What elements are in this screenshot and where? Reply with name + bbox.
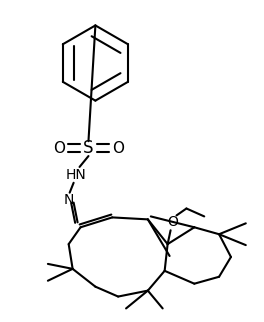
Text: O: O xyxy=(53,141,65,156)
Text: N: N xyxy=(63,193,74,207)
Text: HN: HN xyxy=(65,168,86,182)
Text: O: O xyxy=(167,215,178,229)
Text: O: O xyxy=(112,141,124,156)
Text: S: S xyxy=(83,139,94,157)
